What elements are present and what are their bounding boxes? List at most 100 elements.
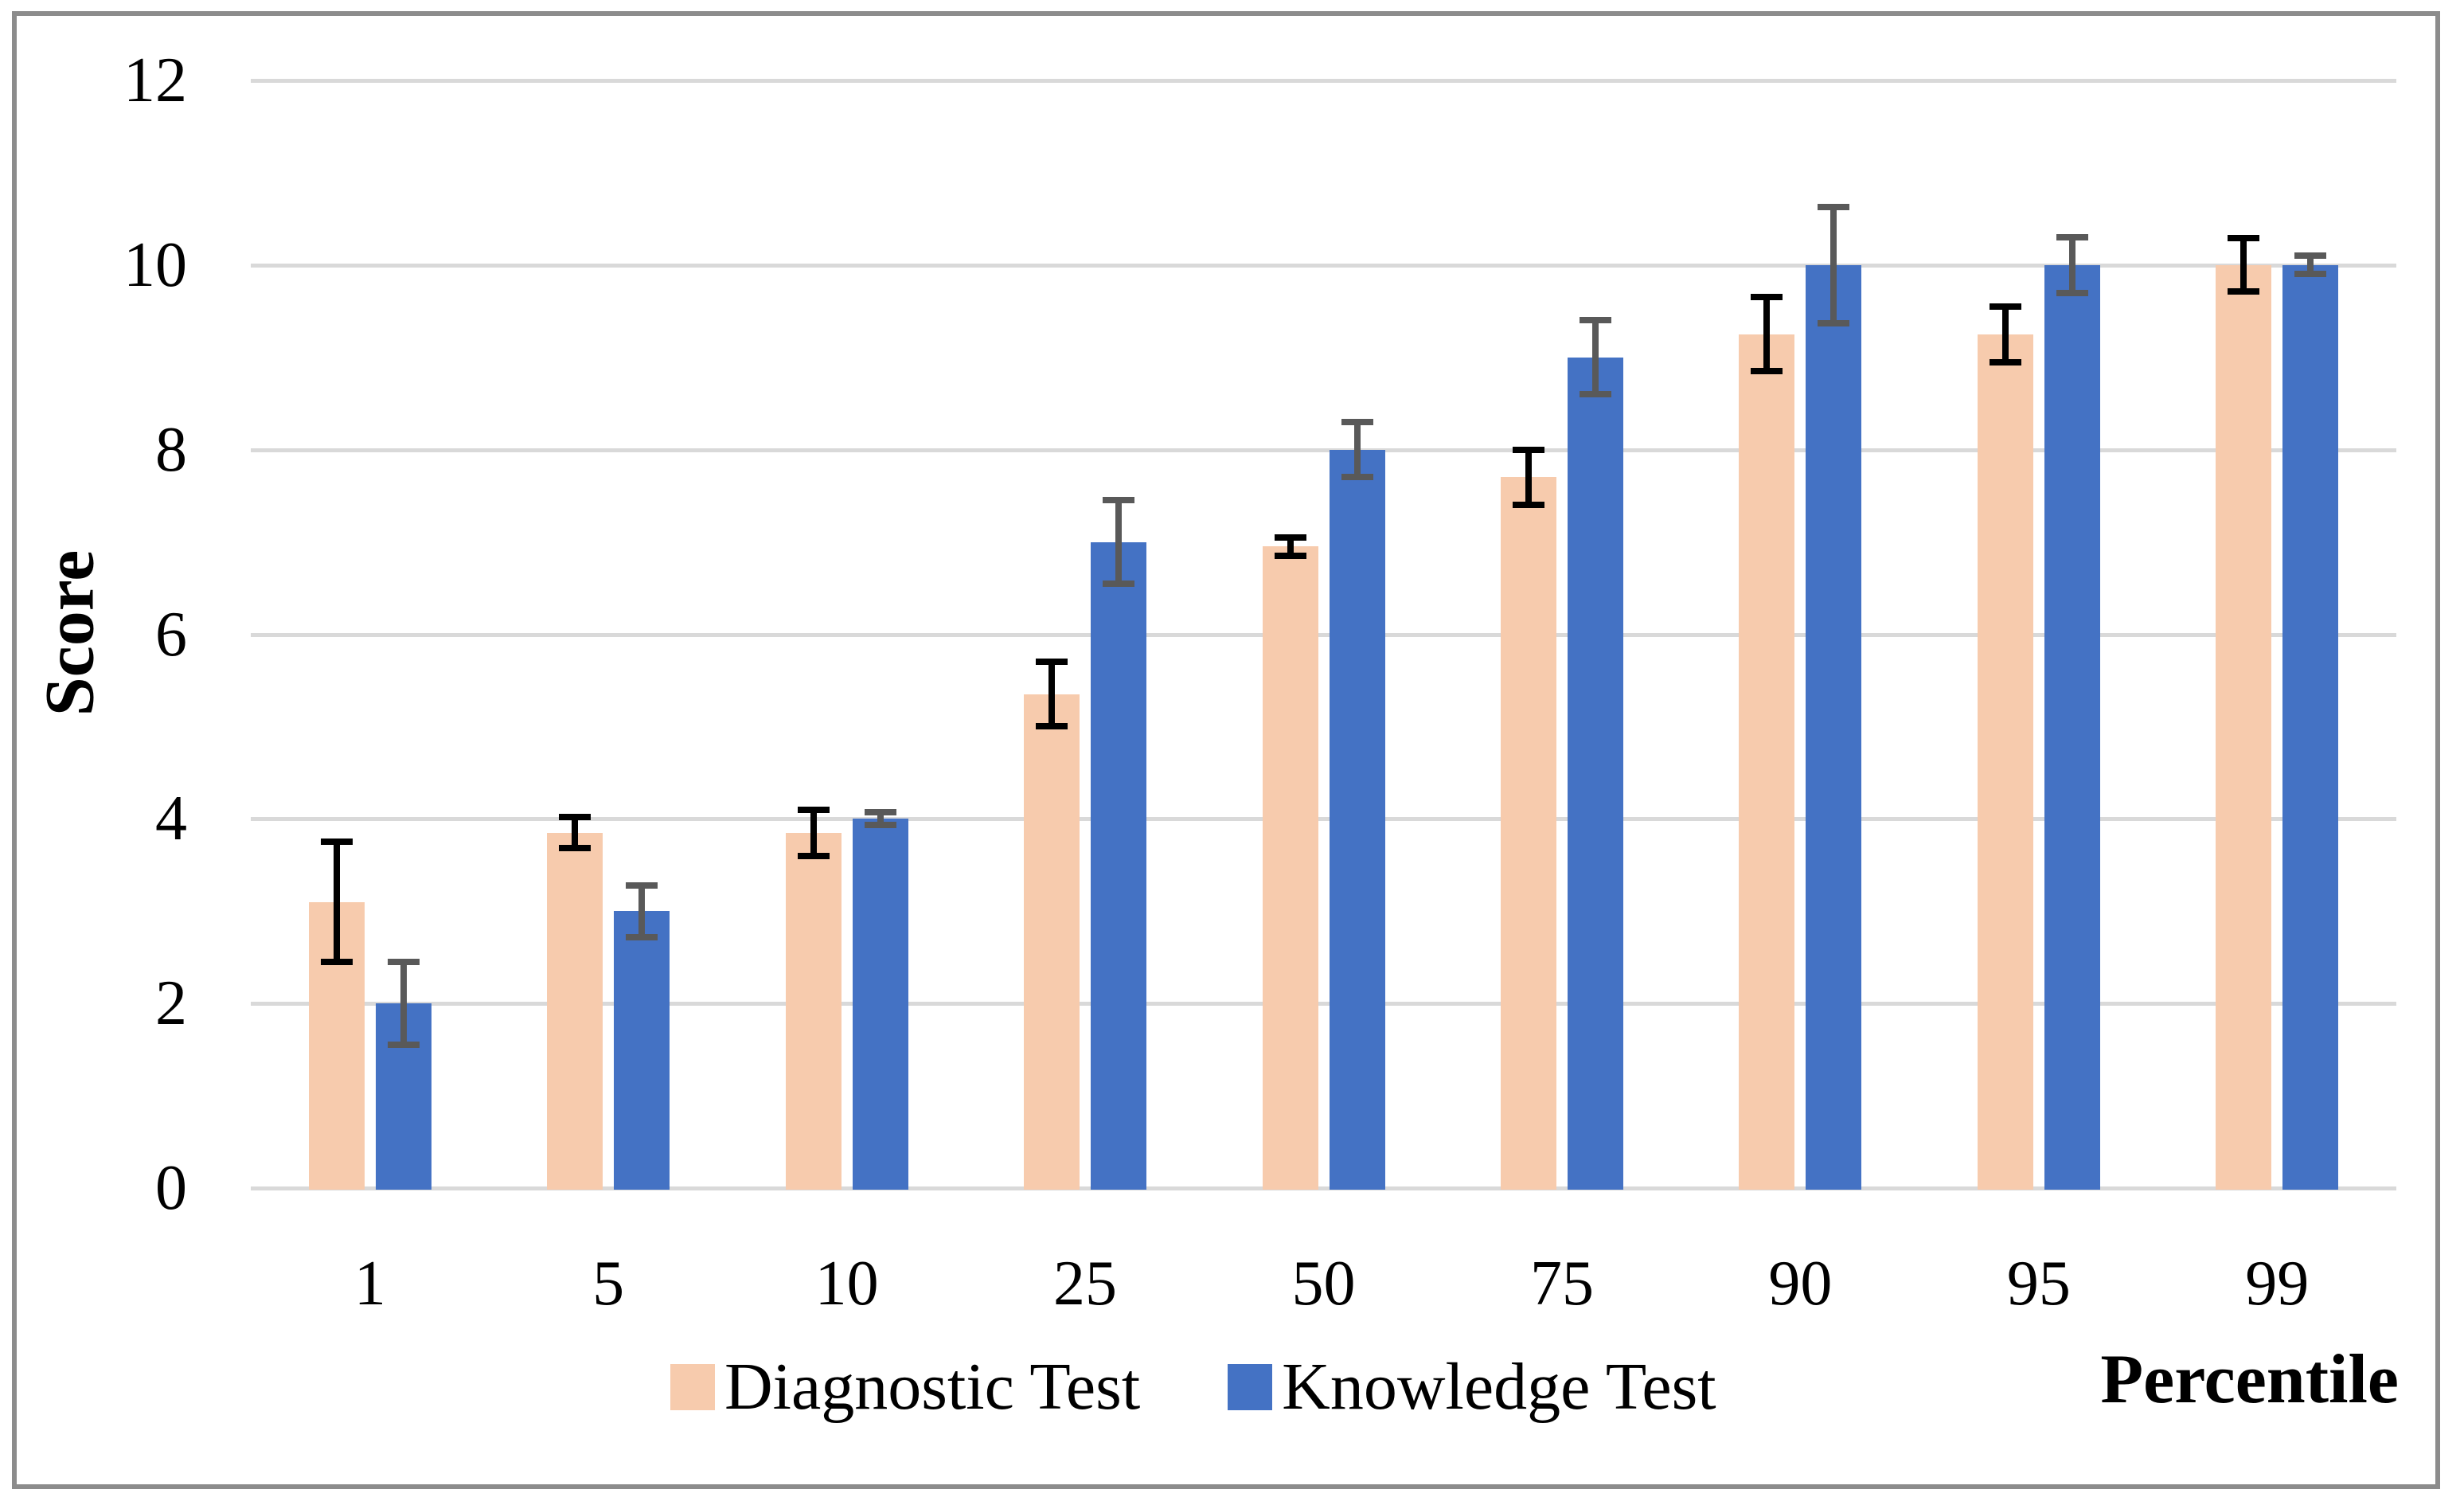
x-tick-label-50: 50 <box>1291 1249 1356 1319</box>
bar-diagnostic-p90 <box>1739 334 1795 1190</box>
y-tick-label-12: 12 <box>123 45 187 115</box>
error-bar-line-diagnostic-p25 <box>1048 662 1056 727</box>
error-bar-cap-bottom-knowledge-p95 <box>2056 289 2088 296</box>
error-bar-line-diagnostic-p10 <box>810 809 817 856</box>
legend-swatch-knowledge-test <box>1228 1364 1273 1410</box>
x-tick-label-10: 10 <box>814 1249 879 1319</box>
x-tick-label-5: 5 <box>592 1249 625 1319</box>
error-bar-cap-top-knowledge-p1 <box>387 959 420 965</box>
y-tick-label-4: 4 <box>155 784 187 854</box>
y-tick-label-6: 6 <box>155 599 187 670</box>
error-bar-cap-bottom-knowledge-p75 <box>1579 391 1611 398</box>
bar-diagnostic-p25 <box>1024 694 1080 1190</box>
error-bar-cap-top-diagnostic-p75 <box>1512 446 1544 453</box>
error-bar-cap-bottom-knowledge-p5 <box>626 933 658 940</box>
error-bar-cap-top-diagnostic-p99 <box>2228 235 2260 242</box>
bar-knowledge-p90 <box>1806 264 1862 1190</box>
error-bar-line-diagnostic-p75 <box>1525 449 1532 506</box>
bar-knowledge-p50 <box>1329 449 1385 1190</box>
error-bar-line-knowledge-p90 <box>1830 206 1837 323</box>
bar-knowledge-p75 <box>1567 357 1623 1190</box>
error-bar-cap-bottom-diagnostic-p95 <box>1989 358 2021 366</box>
x-tick-label-90: 90 <box>1768 1249 1833 1319</box>
legend: Diagnostic Test Knowledge Test <box>670 1354 1716 1421</box>
gridline-y-4 <box>251 817 2396 822</box>
x-tick-label-75: 75 <box>1529 1249 1594 1319</box>
error-bar-cap-top-knowledge-p50 <box>1341 418 1373 425</box>
error-bar-cap-top-knowledge-p10 <box>864 809 896 816</box>
error-bar-cap-top-knowledge-p25 <box>1103 497 1135 504</box>
error-bar-line-knowledge-p50 <box>1353 421 1361 478</box>
error-bar-line-diagnostic-p50 <box>1287 537 1294 556</box>
bar-knowledge-p10 <box>852 819 908 1190</box>
bar-diagnostic-p10 <box>785 832 842 1190</box>
error-bar-cap-bottom-diagnostic-p10 <box>797 852 830 859</box>
y-axis-title: Score <box>31 549 109 717</box>
gridline-y-8 <box>251 448 2396 452</box>
chart-border-frame <box>12 11 2440 1489</box>
legend-swatch-diagnostic-test <box>670 1364 715 1410</box>
y-tick-label-8: 8 <box>155 414 187 485</box>
gridline-y-0 <box>251 1186 2396 1190</box>
x-tick-label-95: 95 <box>2006 1249 2071 1319</box>
bar-knowledge-p99 <box>2282 264 2339 1190</box>
error-bar-cap-bottom-knowledge-p10 <box>864 822 896 829</box>
error-bar-line-knowledge-p99 <box>2307 256 2314 275</box>
legend-label-diagnostic-test: Diagnostic Test <box>724 1350 1141 1424</box>
gridline-y-6 <box>251 632 2396 637</box>
error-bar-line-knowledge-p95 <box>2068 237 2075 293</box>
error-bar-line-diagnostic-p5 <box>572 817 579 849</box>
error-bar-cap-bottom-diagnostic-p75 <box>1512 502 1544 509</box>
bar-knowledge-p5 <box>614 911 670 1190</box>
error-bar-line-diagnostic-p99 <box>2240 238 2247 292</box>
error-bar-line-knowledge-p10 <box>877 812 884 826</box>
bar-diagnostic-p95 <box>1977 334 2033 1190</box>
error-bar-cap-top-knowledge-p90 <box>1818 203 1850 210</box>
error-bar-line-knowledge-p25 <box>1115 500 1123 584</box>
error-bar-cap-bottom-knowledge-p99 <box>2294 271 2327 278</box>
bar-diagnostic-p5 <box>547 832 603 1190</box>
error-bar-cap-bottom-diagnostic-p50 <box>1274 552 1306 559</box>
error-bar-line-knowledge-p5 <box>638 885 646 937</box>
x-axis-title: Percentile <box>2100 1341 2399 1418</box>
gridline-y-2 <box>251 1002 2396 1007</box>
gridline-y-12 <box>251 79 2396 83</box>
gridline-y-10 <box>251 263 2396 268</box>
error-bar-cap-top-diagnostic-p5 <box>559 814 592 820</box>
error-bar-cap-bottom-diagnostic-p90 <box>1751 368 1783 375</box>
error-bar-cap-top-diagnostic-p95 <box>1989 303 2021 310</box>
error-bar-line-knowledge-p75 <box>1591 320 1599 395</box>
y-tick-label-2: 2 <box>155 968 187 1039</box>
bar-knowledge-p25 <box>1091 541 1147 1190</box>
error-bar-cap-top-diagnostic-p50 <box>1274 534 1306 541</box>
x-tick-label-1: 1 <box>353 1249 386 1319</box>
bar-knowledge-p95 <box>2044 264 2100 1190</box>
error-bar-line-knowledge-p1 <box>400 962 407 1046</box>
error-bar-cap-top-knowledge-p5 <box>626 882 658 889</box>
error-bar-cap-top-diagnostic-p1 <box>320 838 353 846</box>
error-bar-cap-bottom-knowledge-p90 <box>1818 319 1850 326</box>
error-bar-line-diagnostic-p1 <box>333 842 340 962</box>
error-bar-cap-top-knowledge-p99 <box>2294 252 2327 260</box>
y-tick-label-10: 10 <box>123 229 187 300</box>
error-bar-cap-bottom-diagnostic-p5 <box>559 845 592 852</box>
error-bar-cap-bottom-knowledge-p50 <box>1341 474 1373 481</box>
y-tick-label-0: 0 <box>155 1153 187 1223</box>
bar-diagnostic-p75 <box>1500 477 1556 1190</box>
error-bar-cap-bottom-knowledge-p25 <box>1103 580 1135 587</box>
error-bar-cap-bottom-knowledge-p1 <box>387 1042 420 1049</box>
error-bar-cap-top-diagnostic-p25 <box>1036 659 1068 666</box>
x-tick-label-25: 25 <box>1053 1249 1118 1319</box>
error-bar-cap-top-diagnostic-p90 <box>1751 294 1783 301</box>
error-bar-cap-top-knowledge-p95 <box>2056 234 2088 241</box>
legend-label-knowledge-test: Knowledge Test <box>1282 1350 1716 1424</box>
error-bar-cap-top-knowledge-p75 <box>1579 317 1611 324</box>
error-bar-line-diagnostic-p95 <box>2001 306 2009 362</box>
error-bar-cap-top-diagnostic-p10 <box>797 806 830 813</box>
error-bar-cap-bottom-diagnostic-p1 <box>320 959 353 965</box>
error-bar-cap-bottom-diagnostic-p99 <box>2228 288 2260 295</box>
error-bar-line-diagnostic-p90 <box>1763 297 1771 372</box>
x-tick-label-99: 99 <box>2245 1249 2310 1319</box>
